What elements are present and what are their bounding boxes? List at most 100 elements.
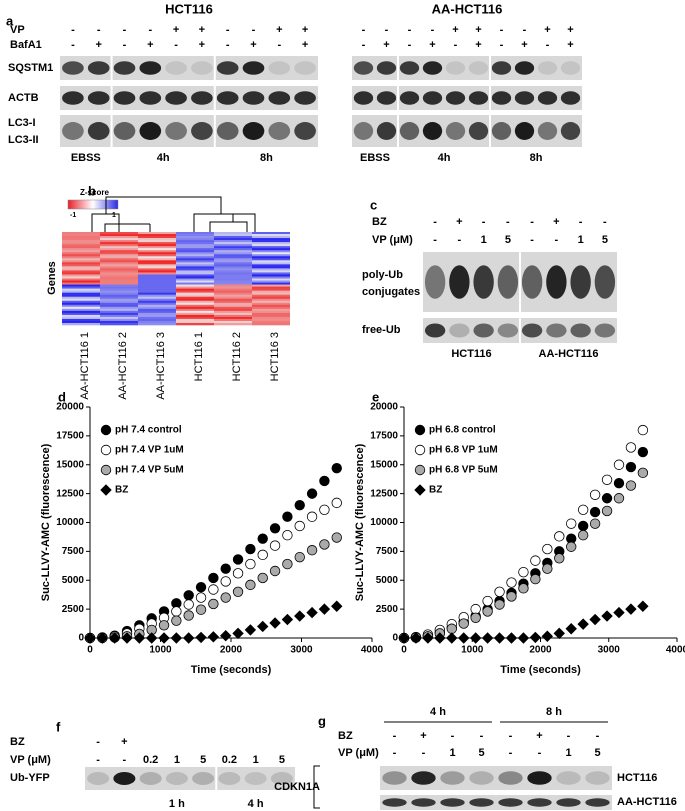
heat-cell bbox=[252, 316, 290, 320]
band bbox=[498, 771, 523, 785]
heat-cell bbox=[62, 266, 100, 269]
heat-cell bbox=[252, 238, 290, 241]
time-label: EBSS bbox=[360, 152, 390, 164]
band bbox=[570, 323, 591, 338]
marker bbox=[257, 620, 269, 633]
heat-cell bbox=[138, 312, 176, 316]
heat-cell bbox=[100, 294, 138, 297]
y-axis-label: Genes bbox=[46, 261, 58, 295]
heat-cell bbox=[100, 316, 138, 320]
condition-value: - bbox=[408, 24, 412, 36]
heat-cell bbox=[138, 298, 176, 302]
condition-value: + bbox=[429, 39, 435, 51]
band bbox=[216, 91, 239, 105]
band bbox=[382, 771, 407, 785]
legend-marker bbox=[414, 484, 426, 496]
heat-cell bbox=[252, 232, 290, 235]
heat-cell bbox=[138, 252, 176, 255]
heat-cell bbox=[100, 256, 138, 259]
marker bbox=[257, 572, 268, 584]
column-label: AA-HCT116 1 bbox=[79, 332, 91, 400]
marker bbox=[566, 518, 577, 529]
y-tick-label: 12500 bbox=[370, 488, 398, 499]
condition-value: 1 bbox=[481, 234, 487, 246]
condition-value: + bbox=[452, 24, 458, 36]
heat-cell bbox=[252, 244, 290, 247]
heat-cell bbox=[62, 264, 100, 267]
condition-value: - bbox=[451, 730, 455, 742]
band bbox=[445, 122, 466, 140]
heat-cell bbox=[176, 310, 214, 314]
heat-cell bbox=[62, 238, 100, 241]
marker bbox=[625, 480, 637, 491]
heat-cell bbox=[176, 266, 214, 269]
heat-cell bbox=[62, 290, 100, 293]
heat-cell bbox=[62, 286, 100, 289]
marker bbox=[613, 606, 625, 619]
heat-cell bbox=[252, 300, 290, 304]
condition-label: BafA1 bbox=[10, 39, 42, 51]
legend-marker bbox=[100, 424, 112, 436]
condition-value: - bbox=[431, 24, 435, 36]
blot bbox=[85, 767, 295, 790]
condition-value: + bbox=[276, 24, 282, 36]
condition-value: 5 bbox=[602, 234, 608, 246]
condition-value: 0.2 bbox=[222, 754, 237, 766]
heat-cell bbox=[214, 246, 252, 249]
band bbox=[216, 61, 239, 75]
heat-cell bbox=[214, 280, 252, 283]
marker bbox=[183, 599, 194, 610]
band bbox=[399, 91, 420, 105]
marker bbox=[446, 623, 457, 634]
heat-cell bbox=[62, 274, 100, 277]
heat-cell bbox=[176, 286, 214, 289]
x-tick-label: 2000 bbox=[529, 645, 552, 656]
panel-label: a bbox=[6, 13, 14, 28]
condition-value: - bbox=[97, 24, 101, 36]
condition-value: + bbox=[536, 730, 542, 742]
marker bbox=[84, 632, 96, 644]
heat-cell bbox=[62, 246, 100, 249]
heat-cell bbox=[100, 298, 138, 302]
band bbox=[445, 91, 466, 105]
heat-cell bbox=[100, 234, 138, 237]
heat-cell bbox=[214, 260, 252, 263]
heat-cell bbox=[138, 246, 176, 249]
marker bbox=[331, 532, 342, 543]
marker bbox=[96, 632, 109, 644]
heat-cell bbox=[62, 242, 100, 245]
heat-cell bbox=[62, 318, 100, 322]
condition-value: - bbox=[422, 747, 426, 759]
heat-cell bbox=[138, 244, 176, 247]
condition-value: - bbox=[96, 736, 100, 748]
marker bbox=[319, 504, 330, 515]
band bbox=[113, 91, 136, 105]
heat-cell bbox=[176, 302, 214, 306]
heat-cell bbox=[214, 316, 252, 320]
x-tick-label: 2000 bbox=[220, 645, 243, 656]
marker bbox=[589, 489, 601, 500]
heat-cell bbox=[252, 308, 290, 312]
marker bbox=[232, 586, 244, 598]
y-tick-label: 15000 bbox=[56, 459, 84, 470]
condition-value: + bbox=[420, 730, 426, 742]
marker bbox=[601, 493, 613, 504]
heat-cell bbox=[138, 288, 176, 291]
condition-label: BZ bbox=[338, 730, 353, 742]
condition-value: - bbox=[509, 730, 513, 742]
marker bbox=[530, 555, 541, 566]
marker bbox=[482, 595, 493, 607]
heat-cell bbox=[214, 300, 252, 304]
condition-value: - bbox=[123, 24, 127, 36]
condition-value: - bbox=[500, 24, 504, 36]
marker bbox=[446, 632, 458, 644]
heat-cell bbox=[100, 280, 138, 283]
marker bbox=[613, 459, 625, 470]
heat-cell bbox=[252, 270, 290, 273]
legend-label: pH 6.8 control bbox=[429, 425, 496, 436]
panel-label: g bbox=[318, 713, 326, 728]
heat-cell bbox=[100, 268, 138, 271]
heat-cell bbox=[252, 276, 290, 279]
marker bbox=[257, 533, 268, 544]
